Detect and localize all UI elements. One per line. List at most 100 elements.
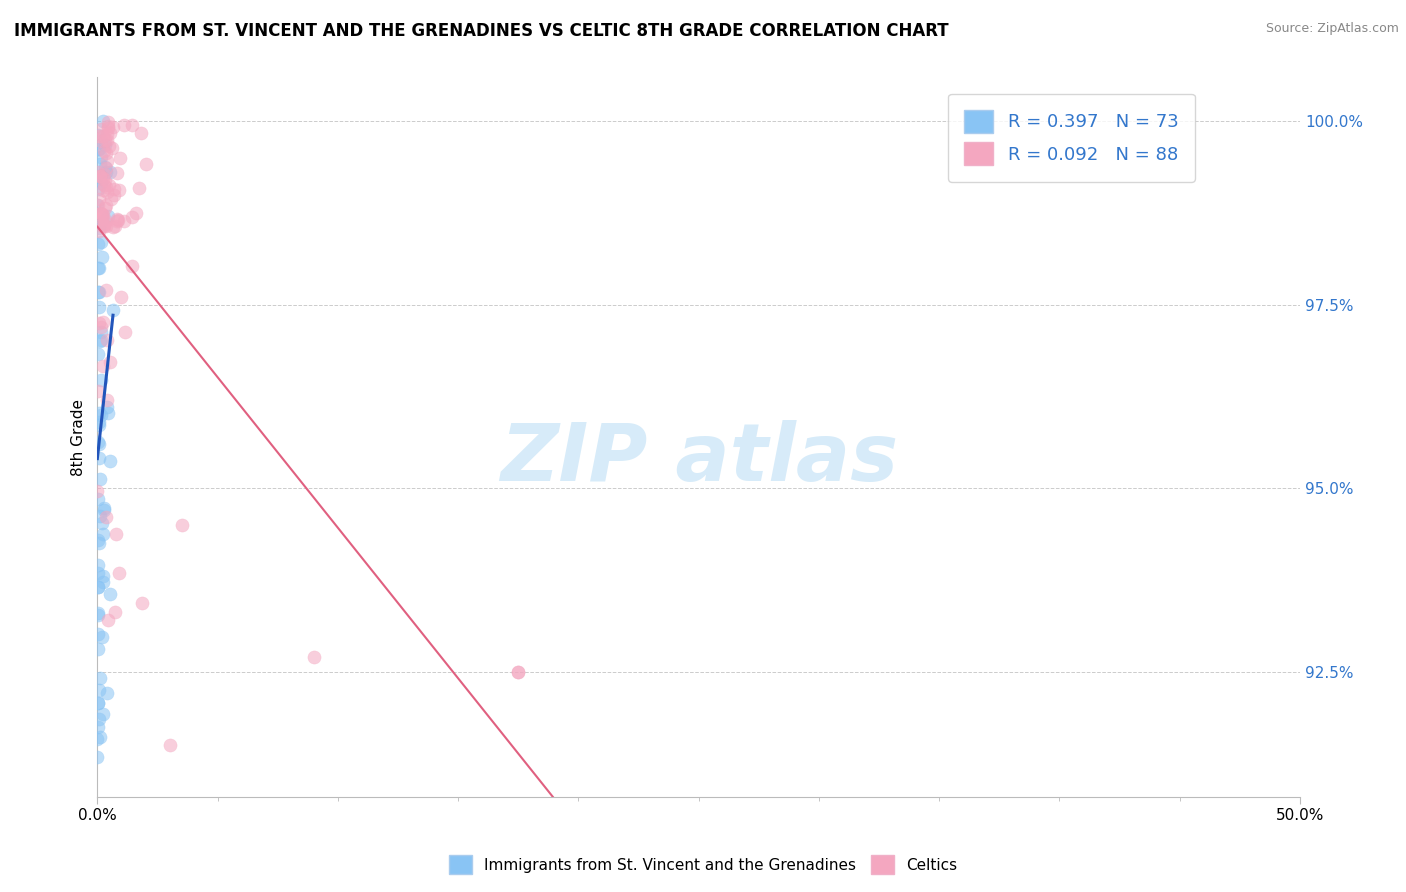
Point [121, 210, 143, 224]
Point [87, 580, 110, 594]
Point [89, 142, 111, 156]
Point [96, 145, 118, 160]
Point [89, 169, 111, 183]
Point [97, 178, 120, 193]
Point [128, 180, 150, 194]
Point [87, 236, 110, 251]
Point [91, 527, 114, 541]
Point [104, 605, 127, 619]
Point [94, 214, 117, 228]
Point [96, 161, 118, 175]
Point [96, 401, 118, 415]
Point [91, 114, 114, 128]
Point [86, 608, 108, 623]
Point [96, 153, 118, 168]
Point [87, 712, 110, 726]
Point [87, 437, 110, 451]
Point [91, 250, 114, 264]
Point [96, 509, 118, 524]
Point [91, 315, 114, 329]
Point [105, 166, 128, 180]
Point [87, 417, 110, 432]
Point [89, 731, 111, 745]
Point [87, 533, 110, 547]
Point [93, 183, 115, 197]
Point [110, 152, 132, 166]
Point [89, 169, 111, 183]
Point [302, 650, 325, 665]
Point [94, 219, 117, 233]
Point [90, 235, 112, 250]
Text: IMMIGRANTS FROM ST. VINCENT AND THE GRENADINES VS CELTIC 8TH GRADE CORRELATION C: IMMIGRANTS FROM ST. VINCENT AND THE GREN… [14, 22, 949, 40]
Point [104, 526, 127, 541]
Point [91, 569, 114, 583]
Point [89, 218, 111, 232]
Point [131, 595, 153, 609]
Point [97, 209, 120, 223]
Point [89, 672, 111, 686]
Point [96, 333, 118, 347]
Point [97, 119, 120, 133]
Point [87, 285, 110, 300]
Point [89, 192, 111, 206]
Point [86, 434, 108, 449]
Point [87, 197, 110, 211]
Y-axis label: 8th Grade: 8th Grade [72, 399, 86, 475]
Point [87, 492, 110, 507]
Point [90, 631, 112, 645]
Point [86, 750, 108, 764]
Point [87, 406, 110, 420]
Point [94, 165, 117, 179]
Point [93, 167, 115, 181]
Point [107, 213, 129, 227]
Point [90, 177, 112, 191]
Point [103, 188, 125, 202]
Point [90, 408, 112, 422]
Point [108, 183, 131, 197]
Point [87, 451, 110, 466]
Point [86, 566, 108, 580]
Point [91, 211, 114, 225]
Point [97, 406, 120, 420]
Point [90, 333, 112, 347]
Point [87, 261, 110, 276]
Point [87, 682, 110, 697]
Point [97, 139, 120, 153]
Text: ZIP atlas: ZIP atlas [499, 419, 898, 498]
Point [121, 259, 143, 273]
Point [89, 128, 111, 143]
Point [87, 142, 110, 156]
Point [101, 303, 124, 318]
Point [94, 198, 117, 212]
Point [121, 118, 143, 132]
Point [93, 503, 115, 517]
Point [89, 508, 111, 523]
Point [87, 641, 110, 656]
Point [100, 192, 122, 206]
Point [89, 473, 111, 487]
Point [94, 161, 117, 175]
Point [87, 697, 110, 711]
Point [89, 285, 111, 300]
Point [87, 165, 110, 179]
Point [87, 347, 110, 361]
Point [97, 613, 120, 627]
Point [87, 580, 110, 594]
Point [110, 290, 132, 304]
Point [97, 114, 120, 128]
Point [101, 140, 124, 154]
Point [87, 300, 110, 314]
Point [87, 224, 110, 238]
Point [91, 207, 114, 221]
Point [112, 118, 135, 132]
Point [87, 169, 110, 184]
Point [101, 120, 124, 135]
Point [87, 260, 110, 275]
Point [96, 392, 118, 407]
Point [87, 182, 110, 196]
Point [90, 373, 112, 387]
Legend: R = 0.397   N = 73, R = 0.092   N = 88: R = 0.397 N = 73, R = 0.092 N = 88 [948, 94, 1195, 182]
Point [96, 185, 118, 199]
Point [508, 665, 530, 679]
Point [90, 325, 112, 339]
